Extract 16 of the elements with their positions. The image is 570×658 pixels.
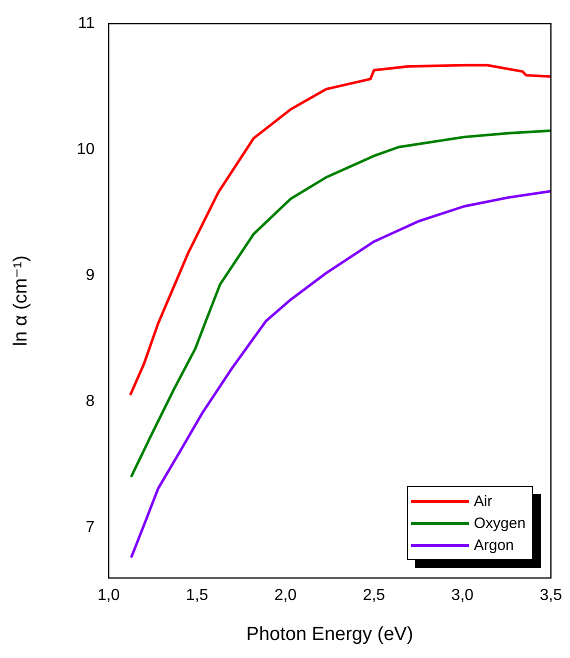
y-tick-label: 7	[86, 519, 95, 536]
y-tick-label: 11	[78, 15, 95, 32]
x-tick-label: 2,0	[274, 587, 297, 604]
y-tick-label: 9	[86, 267, 95, 284]
x-tick-label: 2,5	[362, 587, 386, 604]
x-axis-title: Photon Energy (eV)	[246, 624, 414, 645]
legend-label: Air	[474, 492, 492, 510]
x-tick-label: 1,0	[97, 587, 120, 604]
y-tick-label: 10	[76, 141, 95, 158]
y-tick-label: 8	[86, 393, 95, 410]
x-tick-label: 3,0	[451, 587, 474, 604]
legend-label: Oxygen	[474, 514, 526, 532]
x-tick-label: 1,5	[186, 587, 208, 604]
x-tick-label: 3,5	[540, 587, 562, 604]
legend-label: Argon	[474, 536, 514, 554]
y-axis-title: ln α (cm⁻¹)	[10, 255, 32, 346]
